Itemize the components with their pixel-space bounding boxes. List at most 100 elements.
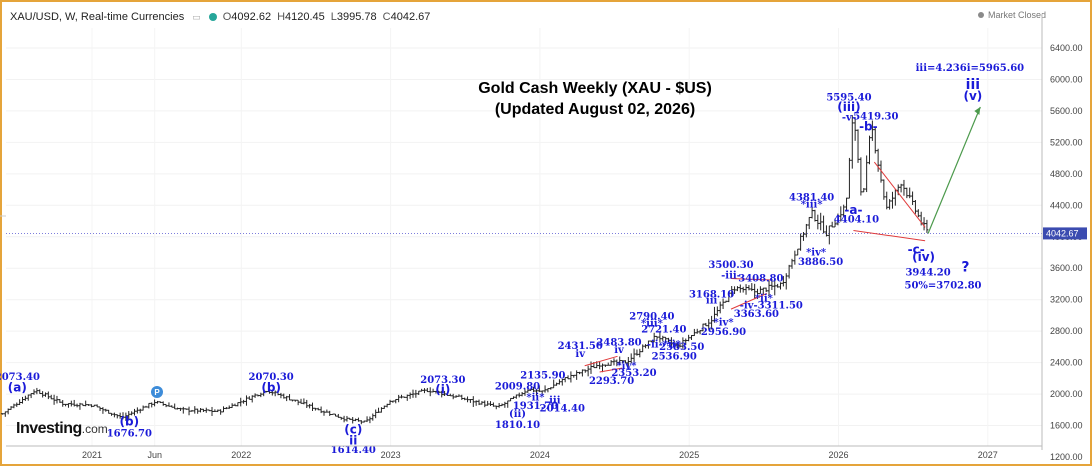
trendlines [584, 106, 981, 373]
wave-label: 5595.40 [826, 93, 871, 104]
ohlc-close: C4042.67 [382, 11, 431, 23]
y-tick-label: 4800.00 [1050, 169, 1083, 179]
chart-title: Gold Cash Weekly (XAU - $US) [478, 80, 712, 97]
trendline [599, 367, 623, 373]
wave-label: 3500.30 [708, 260, 753, 271]
wave-label: 4404.10 [834, 215, 879, 226]
wave-label: iv [575, 349, 586, 360]
wave-label: 1614.40 [331, 445, 376, 456]
wave-label: -c- [908, 242, 925, 256]
y-tick-label: 3600.00 [1050, 263, 1083, 273]
y-tick-label: 2000.00 [1050, 389, 1083, 399]
wave-label: 2536.90 [652, 351, 697, 362]
wave-label: 2073.30 [420, 375, 465, 386]
wave-label: iv [614, 345, 625, 356]
wave-label: (c) [344, 422, 362, 436]
last-price-label: 4042.67 [1046, 228, 1079, 238]
wave-label: 2014.40 [540, 403, 585, 414]
wave-label: (b) [120, 415, 140, 429]
wave-label: 2483.80 [596, 337, 641, 348]
price-bars [0, 115, 929, 425]
y-tick-label: 5200.00 [1050, 137, 1083, 147]
wave-label: 2135.90 [520, 370, 565, 381]
wave-label: 2070.30 [249, 372, 294, 383]
pivot-marker-icon [151, 386, 163, 398]
wave-label: 2790.40 [629, 311, 674, 322]
wave-label: 2293.70 [589, 376, 634, 387]
wave-label: 2583.50 [659, 342, 704, 353]
symbol-header: XAU/USD, W, Real-time Currencies ▭ O4092… [8, 8, 430, 26]
wave-label: (i) [435, 382, 450, 396]
trendline [584, 355, 618, 367]
y-tick-label: 5600.00 [1050, 106, 1083, 116]
market-status: Market Closed [977, 10, 1046, 20]
wave-label: 1810.10 [495, 420, 540, 431]
trendline [873, 161, 926, 228]
wave-label: iii [706, 296, 718, 307]
wave-label: *ii* [526, 392, 545, 403]
y-tick-label: 2800.00 [1050, 326, 1083, 336]
ohlc-high: H4120.45 [277, 11, 325, 23]
wave-label: -a- [844, 203, 862, 217]
wave-label: (v) [963, 89, 982, 103]
y-tick-label: 4400.00 [1050, 200, 1083, 210]
x-tick-label: 2025 [679, 450, 699, 460]
x-tick-label: 2027 [978, 450, 998, 460]
symbol-name[interactable]: XAU/USD, W, Real-time Currencies [10, 11, 185, 23]
investing-logo: Investing.com [16, 420, 108, 437]
wave-label: (iv) [912, 250, 935, 264]
market-closed-dot-icon [977, 12, 984, 18]
x-tick-label: 2022 [231, 450, 251, 460]
wave-label: *iv* [806, 248, 827, 259]
x-tick-label: 2026 [828, 450, 848, 460]
projection-arrow [927, 106, 981, 234]
wave-label: -iv-3311.50 [740, 300, 803, 311]
wave-label: 2353.20 [611, 368, 656, 379]
x-tick-label: 2024 [530, 450, 550, 460]
wave-label: 2073.40 [0, 372, 40, 383]
wave-label: 1931.70 [513, 401, 558, 412]
wave-label: (iii) [837, 100, 860, 114]
wave-label: 4381.40 [789, 193, 834, 204]
y-tick-label: 6400.00 [1050, 43, 1083, 53]
wave-label: 3944.20 [905, 267, 950, 278]
wave-label: ii [349, 433, 357, 447]
trendline [730, 277, 772, 281]
last-price-tag [1043, 227, 1087, 240]
wave-label: -v- [842, 112, 856, 123]
y-tick-label: 2400.00 [1050, 358, 1083, 368]
wave-label: (ii) [509, 409, 526, 420]
wave-label: 2009.80 [495, 381, 540, 392]
wave-label: 3168.10 [689, 289, 734, 300]
wave-label: 1676.70 [107, 429, 152, 440]
wave-label: ? [961, 259, 969, 275]
wave-label: 3886.50 [798, 257, 843, 268]
wave-label: (a) [8, 381, 27, 395]
ohlc-low: L3995.78 [330, 11, 377, 23]
y-tick-label: 1200.00 [1050, 452, 1083, 462]
chart-axes: 6400.00 6000.00 5600.00 5200.00 4800.00 4400.… [0, 14, 1087, 462]
pivot-marker-letter: P [154, 388, 160, 397]
x-tick-label: Jun [147, 450, 162, 460]
wave-label: *iii* [641, 318, 664, 329]
wave-label: *iv* [713, 318, 734, 329]
y-tick-label: 3200.00 [1050, 295, 1083, 305]
wave-label: -b- [859, 120, 878, 134]
ohlc-open: O4092.62 [222, 11, 272, 23]
chart-grid [6, 28, 1042, 446]
wave-label: 2956.90 [701, 327, 746, 338]
projection-arrow-head [974, 106, 981, 115]
wave-label: *ii* [755, 293, 774, 304]
live-status-dot-icon [208, 13, 217, 21]
wave-annotations: 2073.40(a)(b)1676.702070.30(b)(c)ii1614.… [0, 63, 1024, 456]
market-status-text: Market Closed [987, 10, 1046, 20]
wave-label: 50%=3702.80 [904, 281, 981, 292]
wave-label: -ii-*ii* [647, 340, 682, 351]
wave-label: 2721.40 [641, 325, 686, 336]
trendline [853, 229, 926, 242]
wave-label: (b) [261, 381, 281, 395]
wave-label: *iii* [801, 200, 824, 211]
y-tick-label: 1600.00 [1050, 421, 1083, 431]
